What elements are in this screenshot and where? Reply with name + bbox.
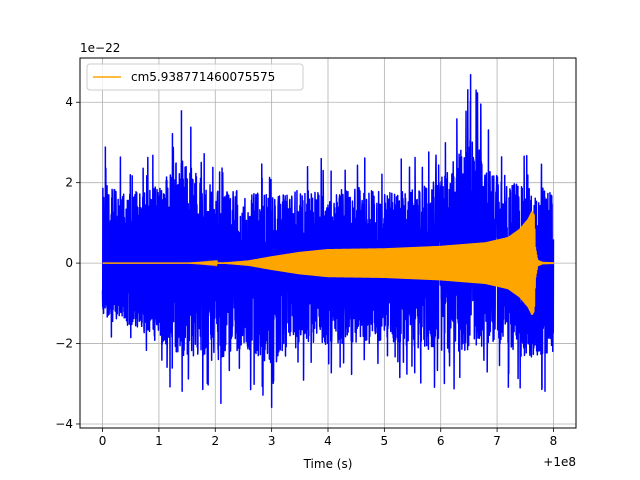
x-tick-label: 7 (493, 434, 501, 448)
x-tick-label: 8 (550, 434, 558, 448)
y-tick-label: −4 (55, 417, 73, 431)
x-tick-label: 5 (381, 434, 389, 448)
orange-template-line (102, 211, 555, 316)
x-tick-label: 4 (324, 434, 332, 448)
y-tick-label: 0 (65, 256, 73, 270)
x-axis-label: Time (s) (303, 457, 353, 471)
y-tick-label: −2 (55, 337, 73, 351)
x-tick-label: 6 (437, 434, 445, 448)
x-offset-label: +1e8 (543, 455, 576, 469)
series-layer (101, 74, 555, 408)
legend: cm5.938771460075575 (86, 63, 304, 91)
y-tick-label: 2 (65, 176, 73, 190)
y-tick-label: 4 (65, 95, 73, 109)
legend-label: cm5.938771460075575 (131, 70, 275, 84)
x-tick-label: 3 (268, 434, 276, 448)
legend-box (86, 63, 304, 91)
x-tick-label: 2 (211, 434, 219, 448)
y-scale-label: 1e−22 (80, 41, 120, 55)
x-tick-label: 1 (155, 434, 163, 448)
x-tick-label: 0 (99, 434, 107, 448)
blue-strain-line (101, 74, 555, 408)
axis-ticks: 0 1 2 3 4 5 6 7 8 −4 −2 0 2 4 (55, 95, 557, 448)
